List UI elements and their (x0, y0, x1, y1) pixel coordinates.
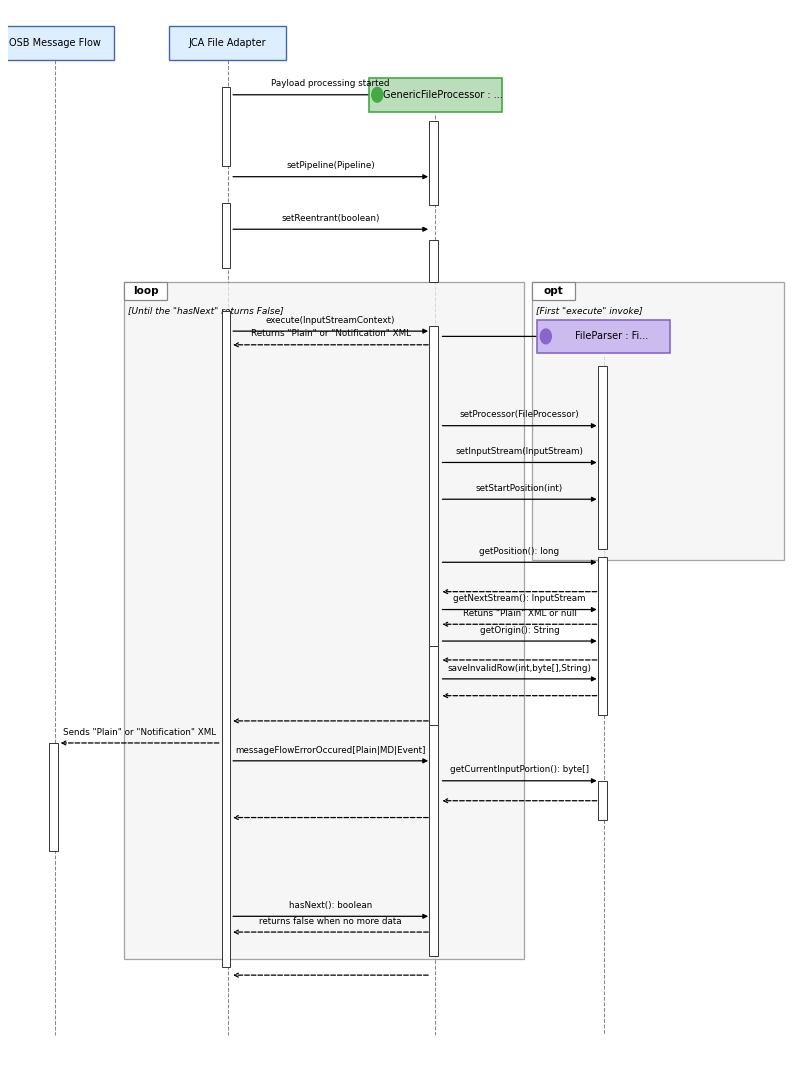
Text: messageFlowErrorOccured[Plain|MD|Event]: messageFlowErrorOccured[Plain|MD|Event] (235, 745, 426, 755)
FancyBboxPatch shape (532, 282, 575, 300)
FancyBboxPatch shape (124, 282, 524, 959)
Text: opt: opt (543, 286, 563, 296)
FancyBboxPatch shape (49, 743, 58, 851)
Text: OSB Message Flow: OSB Message Flow (9, 39, 101, 48)
Text: getCurrentInputPortion(): byte[]: getCurrentInputPortion(): byte[] (450, 765, 589, 774)
Text: setStartPosition(int): setStartPosition(int) (476, 483, 563, 493)
FancyBboxPatch shape (430, 326, 438, 956)
Text: getPosition(): long: getPosition(): long (479, 547, 560, 556)
Text: setInputStream(InputStream): setInputStream(InputStream) (455, 447, 583, 457)
Text: getNextStream(): InputStream: getNextStream(): InputStream (454, 594, 586, 604)
FancyBboxPatch shape (598, 557, 606, 715)
FancyBboxPatch shape (0, 27, 114, 60)
Text: Returns "Plain" or "Notification" XML: Returns "Plain" or "Notification" XML (250, 329, 410, 339)
FancyBboxPatch shape (222, 88, 230, 166)
Text: [Until the "hasNext" returns False]: [Until the "hasNext" returns False] (128, 306, 283, 314)
FancyBboxPatch shape (169, 27, 286, 60)
Text: setReentrant(boolean): setReentrant(boolean) (282, 214, 380, 223)
Text: loop: loop (133, 286, 158, 296)
Text: JCA File Adapter: JCA File Adapter (189, 39, 266, 48)
Text: setProcessor(FileProcessor): setProcessor(FileProcessor) (460, 411, 579, 419)
FancyBboxPatch shape (538, 319, 670, 353)
Text: execute(InputStreamContext): execute(InputStreamContext) (266, 316, 395, 325)
Circle shape (540, 329, 551, 344)
Text: FileParser : Fi...: FileParser : Fi... (575, 331, 648, 341)
Text: saveInvalidRow(int,byte[],String): saveInvalidRow(int,byte[],String) (447, 664, 591, 672)
Text: GenericFileProcessor : ...: GenericFileProcessor : ... (383, 90, 503, 100)
Text: hasNext(): boolean: hasNext(): boolean (289, 900, 372, 910)
Text: returns false when no more data: returns false when no more data (259, 917, 402, 926)
FancyBboxPatch shape (598, 780, 606, 820)
FancyBboxPatch shape (532, 282, 784, 561)
Text: Payload processing started: Payload processing started (271, 79, 390, 89)
Text: [First "execute" invoke]: [First "execute" invoke] (536, 306, 642, 314)
FancyBboxPatch shape (124, 282, 167, 300)
Text: Sends "Plain" or "Notification" XML: Sends "Plain" or "Notification" XML (63, 728, 216, 736)
FancyBboxPatch shape (222, 311, 230, 967)
Text: Retuns "Plain" XML or null: Retuns "Plain" XML or null (462, 609, 577, 617)
FancyBboxPatch shape (369, 78, 502, 111)
Text: setPipeline(Pipeline): setPipeline(Pipeline) (286, 162, 375, 170)
FancyBboxPatch shape (430, 240, 438, 282)
Circle shape (372, 88, 382, 102)
FancyBboxPatch shape (598, 366, 606, 549)
FancyBboxPatch shape (430, 121, 438, 205)
FancyBboxPatch shape (430, 646, 438, 725)
Text: getOrigin(): String: getOrigin(): String (480, 626, 559, 635)
FancyBboxPatch shape (222, 203, 230, 268)
